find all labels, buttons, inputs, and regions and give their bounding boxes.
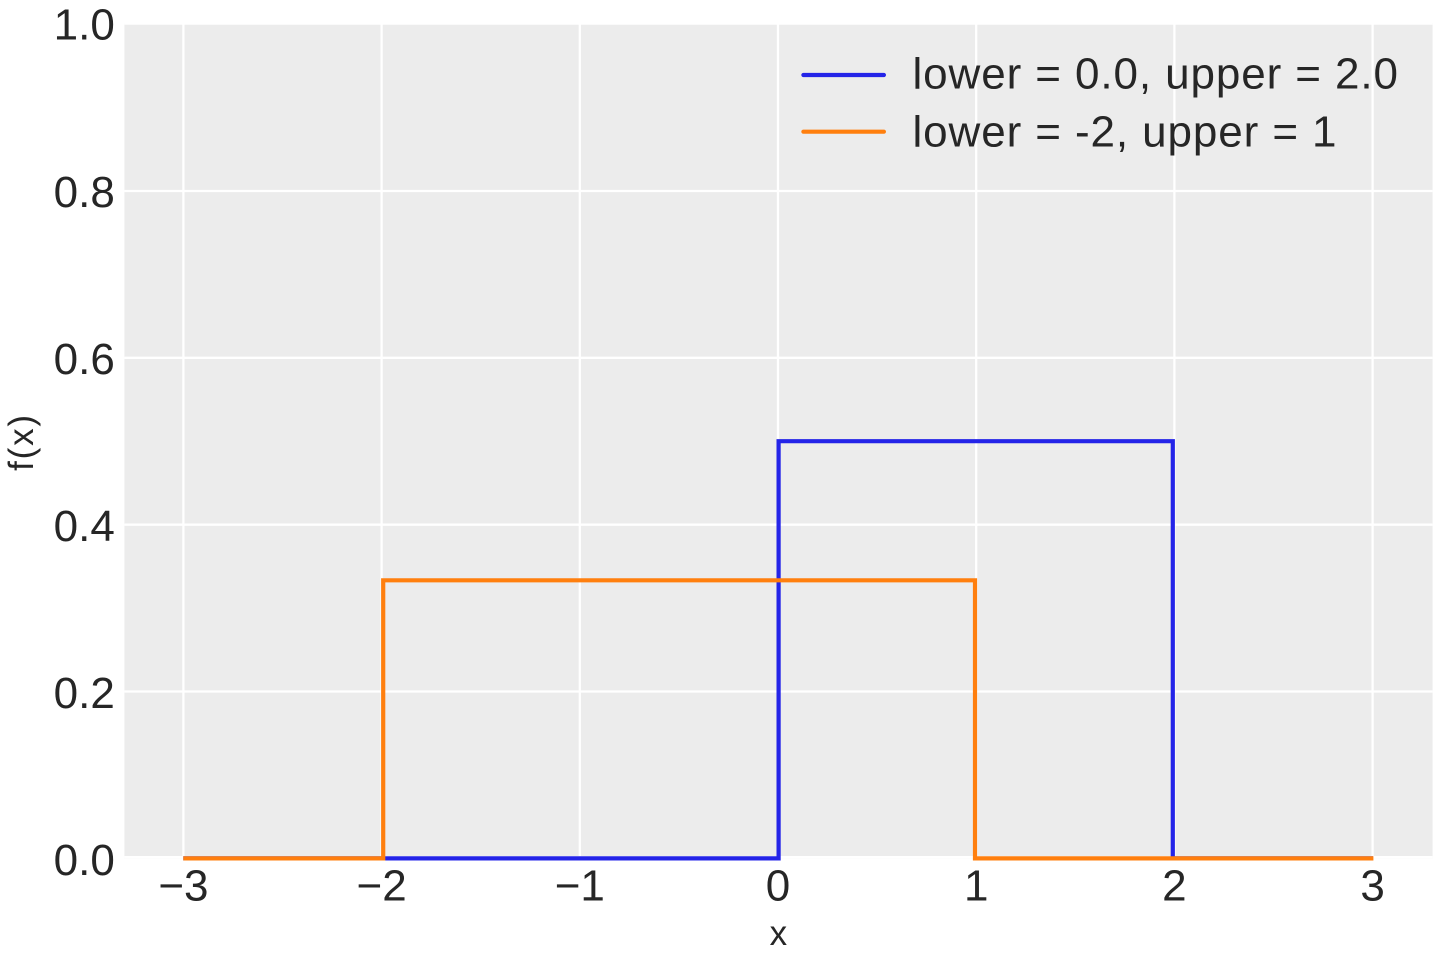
svg-text:1.0: 1.0 <box>54 1 115 50</box>
svg-text:lower = -2, upper = 1: lower = -2, upper = 1 <box>913 107 1338 156</box>
svg-text:−1: −1 <box>555 862 605 911</box>
svg-text:0.2: 0.2 <box>54 669 115 718</box>
svg-text:0: 0 <box>766 862 790 911</box>
svg-text:1: 1 <box>964 862 988 911</box>
svg-text:0.6: 0.6 <box>54 335 115 384</box>
svg-text:0.8: 0.8 <box>54 168 115 217</box>
svg-text:−3: −3 <box>158 862 208 911</box>
svg-text:x: x <box>770 914 788 953</box>
svg-text:f(x): f(x) <box>2 413 41 471</box>
svg-text:0.4: 0.4 <box>54 502 115 551</box>
svg-text:2: 2 <box>1162 862 1186 911</box>
svg-text:3: 3 <box>1360 862 1384 911</box>
svg-text:lower = 0.0, upper = 2.0: lower = 0.0, upper = 2.0 <box>913 50 1399 99</box>
svg-text:−2: −2 <box>357 862 407 911</box>
svg-text:0.0: 0.0 <box>54 836 115 885</box>
